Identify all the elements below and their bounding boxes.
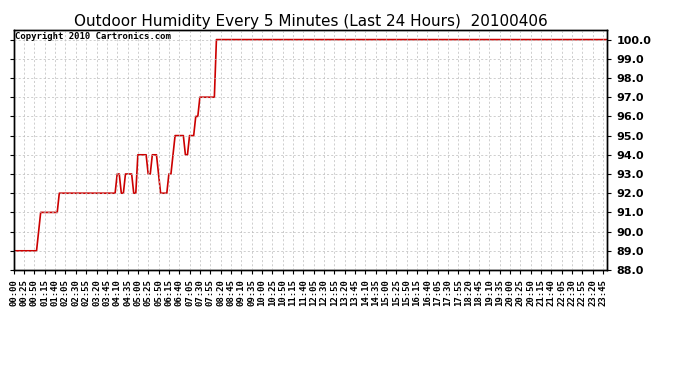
Text: Copyright 2010 Cartronics.com: Copyright 2010 Cartronics.com [15, 32, 171, 41]
Title: Outdoor Humidity Every 5 Minutes (Last 24 Hours)  20100406: Outdoor Humidity Every 5 Minutes (Last 2… [74, 14, 547, 29]
